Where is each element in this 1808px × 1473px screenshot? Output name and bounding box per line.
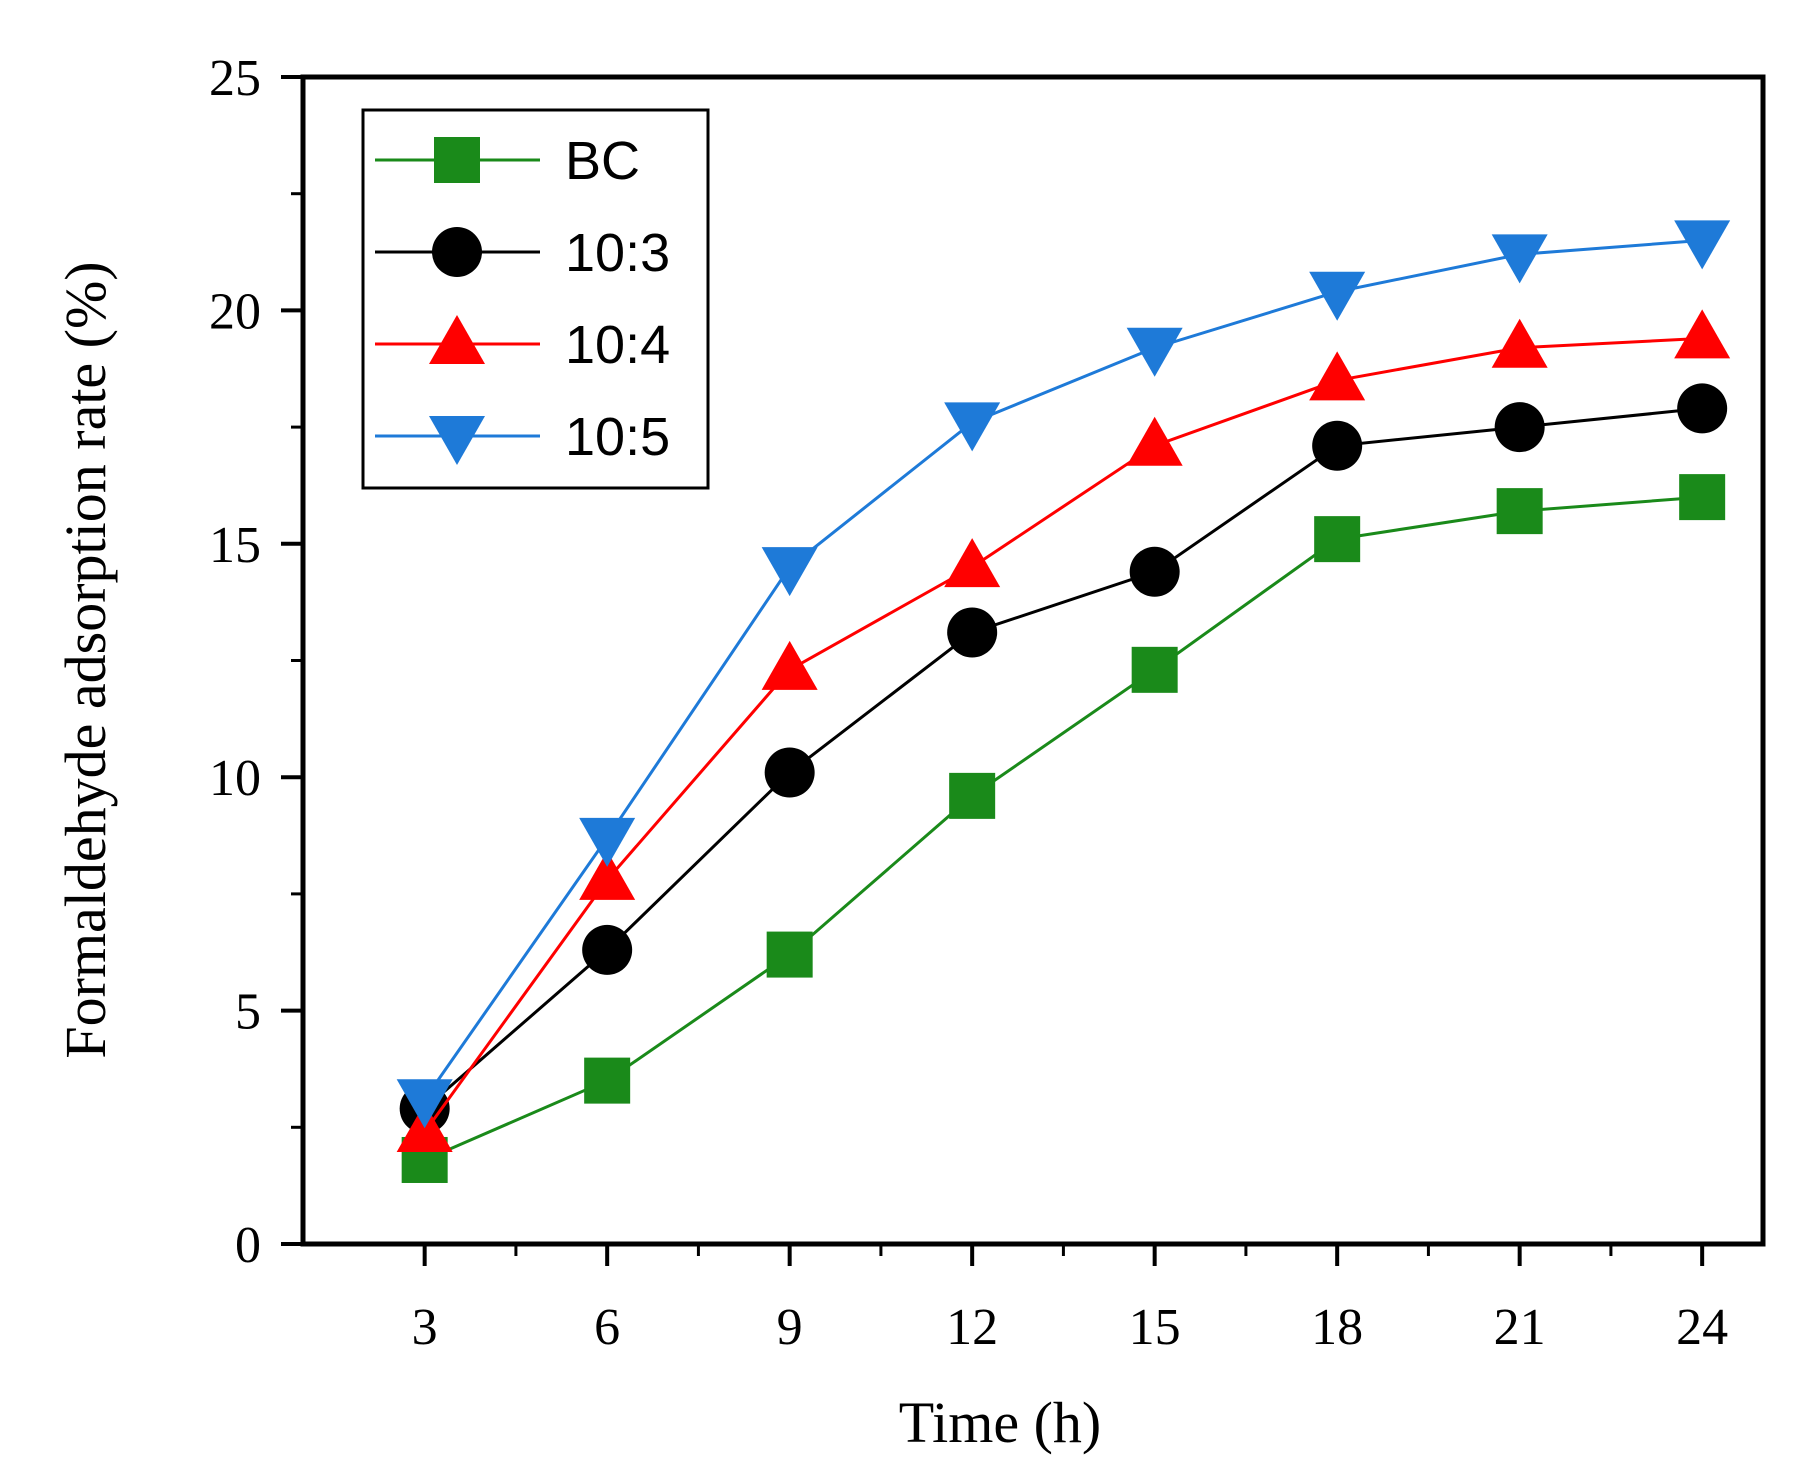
data-point-10-3-18 [1312,420,1363,471]
data-point-bc-9 [766,931,813,978]
data-point-10-4-12 [944,538,1001,588]
y-axis-title: Formaldehyde adsorption rate (%) [53,261,118,1058]
y-tick-label-0: 0 [235,1217,261,1274]
y-tick-label-25: 25 [209,50,261,107]
y-tick-label-15: 15 [209,517,261,574]
legend-marker-10-3 [432,227,482,277]
x-tick-label-24: 24 [1676,1299,1728,1356]
series-line-10-4 [423,336,1703,1133]
x-tick-label-15: 15 [1129,1299,1181,1356]
data-point-10-4-6 [579,850,636,900]
legend-marker-10-5 [429,416,485,465]
data-point-bc-21 [1496,488,1543,535]
y-tick-label-5: 5 [235,984,261,1041]
series-line-bc [424,495,1703,1162]
data-point-10-5-3 [396,1079,453,1129]
data-point-10-4-21 [1491,318,1548,368]
series-line-10-5 [423,238,1703,1101]
data-point-10-5-9 [761,547,818,597]
y-axis: 0 5 10 15 20 25 [209,50,303,1274]
data-point-bc-12 [949,772,996,819]
legend: BC 10:3 10:4 10:5 [361,108,710,490]
data-point-10-4-9 [761,640,818,690]
data-point-10-3-9 [764,747,815,798]
data-point-10-5-18 [1309,271,1366,321]
data-point-10-5-15 [1126,327,1183,377]
data-point-10-5-12 [944,402,1001,452]
data-point-10-5-24 [1674,220,1731,270]
data-point-10-3-12 [947,607,998,658]
x-tick-label-6: 6 [594,1299,620,1356]
data-point-bc-6 [584,1057,631,1104]
x-tick-label-3: 3 [412,1299,438,1356]
data-point-10-3-6 [582,924,633,975]
data-point-10-4-18 [1309,351,1366,401]
y-tick-label-10: 10 [209,750,261,807]
x-tick-label-21: 21 [1494,1299,1546,1356]
legend-label-10-4: 10:4 [565,315,670,375]
legend-marker-10-4 [429,315,485,364]
series-10-3 [399,383,1728,1134]
data-point-10-5-6 [579,817,636,867]
data-point-10-3-21 [1494,402,1545,453]
x-tick-label-9: 9 [777,1299,803,1356]
series-10-5 [396,220,1731,1129]
x-axis-title: Time (h) [899,1390,1102,1455]
legend-box [361,108,710,490]
x-axis: 3 6 9 12 15 18 21 24 [412,1244,1728,1356]
x-tick-label-12: 12 [946,1299,998,1356]
data-point-bc-15 [1131,646,1178,693]
y-tick-label-20: 20 [209,283,261,340]
data-point-10-4-24 [1674,309,1731,359]
data-point-10-5-21 [1491,234,1548,284]
series-10-4 [396,309,1731,1152]
x-tick-label-18: 18 [1311,1299,1363,1356]
data-point-10-3-24 [1677,383,1728,434]
data-point-10-4-15 [1126,416,1183,466]
data-point-bc-18 [1314,516,1361,563]
data-point-bc-24 [1679,474,1726,521]
legend-label-10-3: 10:3 [565,223,670,283]
data-point-10-3-15 [1129,546,1180,597]
legend-label-bc: BC [565,131,640,191]
series-line-10-3 [423,406,1703,1110]
legend-label-10-5: 10:5 [565,407,670,467]
legend-marker-bc [434,137,480,183]
series-layer [396,220,1731,1183]
